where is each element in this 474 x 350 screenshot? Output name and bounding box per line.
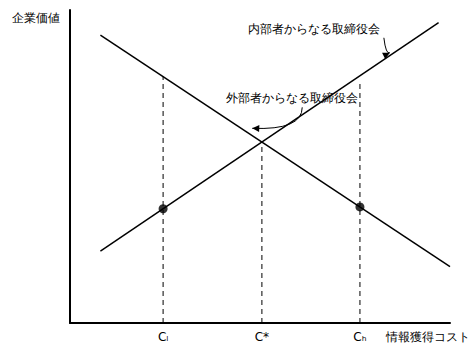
svg-text:企業価値: 企業価値 bbox=[12, 11, 60, 25]
svg-text:Cₗ: Cₗ bbox=[158, 330, 168, 344]
svg-text:内部者からなる取締役会: 内部者からなる取締役会 bbox=[248, 22, 380, 36]
svg-text:外部者からなる取締役会: 外部者からなる取締役会 bbox=[226, 91, 358, 105]
svg-text:Cₕ: Cₕ bbox=[353, 330, 366, 344]
svg-text:情報獲得コスト: 情報獲得コスト bbox=[385, 330, 470, 344]
svg-text:C*: C* bbox=[255, 330, 269, 344]
